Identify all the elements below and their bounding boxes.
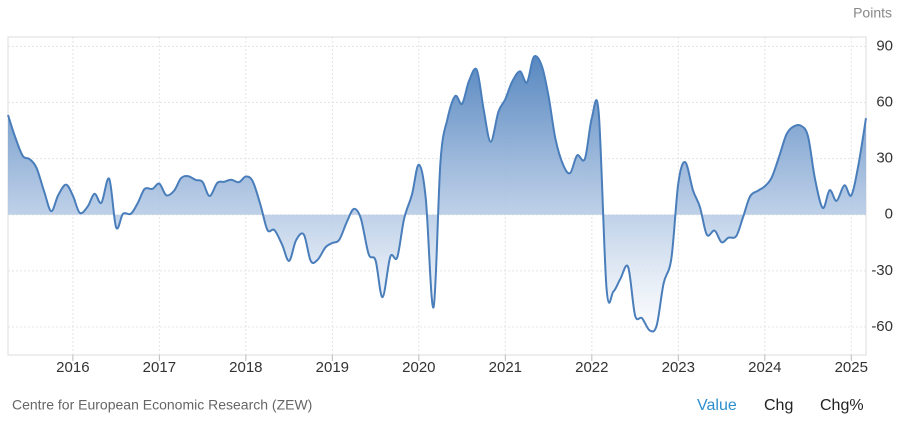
x-tick-label: 2024 [748, 359, 781, 376]
y-tick-label: 30 [876, 150, 893, 167]
x-tick-label: 2016 [56, 359, 89, 376]
x-tick-label: 2023 [662, 359, 695, 376]
value-button[interactable]: Value [697, 397, 737, 414]
y-tick-label: -30 [871, 262, 893, 279]
y-tick-label: 90 [876, 37, 893, 54]
chg-button[interactable]: Chg [764, 397, 793, 414]
x-tick-label: 2025 [835, 359, 868, 376]
unit-label: Points [853, 5, 892, 21]
area-fill [8, 56, 866, 332]
x-tick-label: 2018 [229, 359, 262, 376]
x-tick-label: 2019 [316, 359, 349, 376]
source: Centre for European Economic Research (Z… [12, 397, 312, 413]
y-tick-label: 60 [876, 93, 893, 110]
x-tick-label: 2017 [143, 359, 176, 376]
plot-frame [7, 36, 867, 356]
chg-pct-button[interactable]: Chg% [820, 397, 864, 414]
x-tick-label: 2020 [402, 359, 435, 376]
line [7, 55, 867, 333]
x-tick-label: 2021 [489, 359, 522, 376]
x-tick-label: 2022 [575, 359, 608, 376]
y-tick-label: 0 [885, 206, 893, 223]
y-tick-label: -60 [871, 318, 893, 335]
